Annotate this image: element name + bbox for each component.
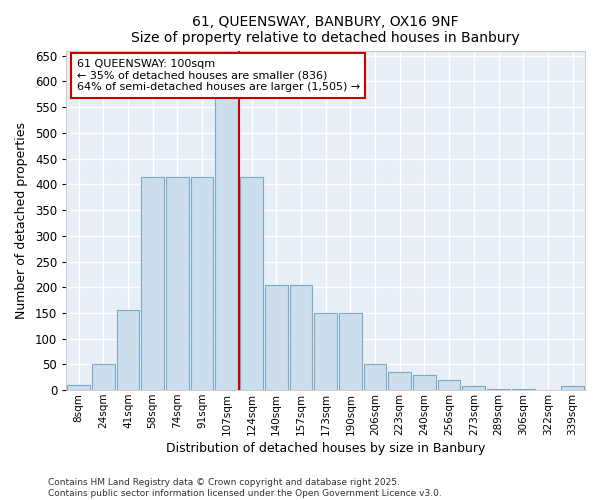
Bar — [215, 94, 238, 390]
X-axis label: Distribution of detached houses by size in Banbury: Distribution of detached houses by size … — [166, 442, 485, 455]
Bar — [487, 388, 510, 390]
Bar — [265, 284, 287, 390]
Bar — [166, 176, 189, 390]
Bar — [67, 385, 90, 390]
Bar — [463, 386, 485, 390]
Bar — [561, 386, 584, 390]
Bar — [116, 310, 139, 390]
Text: 61 QUEENSWAY: 100sqm
← 35% of detached houses are smaller (836)
64% of semi-deta: 61 QUEENSWAY: 100sqm ← 35% of detached h… — [77, 59, 360, 92]
Bar — [92, 364, 115, 390]
Bar — [364, 364, 386, 390]
Bar — [290, 284, 312, 390]
Bar — [142, 176, 164, 390]
Bar — [512, 388, 535, 390]
Text: Contains HM Land Registry data © Crown copyright and database right 2025.
Contai: Contains HM Land Registry data © Crown c… — [48, 478, 442, 498]
Title: 61, QUEENSWAY, BANBURY, OX16 9NF
Size of property relative to detached houses in: 61, QUEENSWAY, BANBURY, OX16 9NF Size of… — [131, 15, 520, 45]
Bar — [240, 176, 263, 390]
Bar — [314, 313, 337, 390]
Y-axis label: Number of detached properties: Number of detached properties — [15, 122, 28, 319]
Bar — [339, 313, 362, 390]
Bar — [388, 372, 411, 390]
Bar — [438, 380, 460, 390]
Bar — [191, 176, 214, 390]
Bar — [413, 374, 436, 390]
